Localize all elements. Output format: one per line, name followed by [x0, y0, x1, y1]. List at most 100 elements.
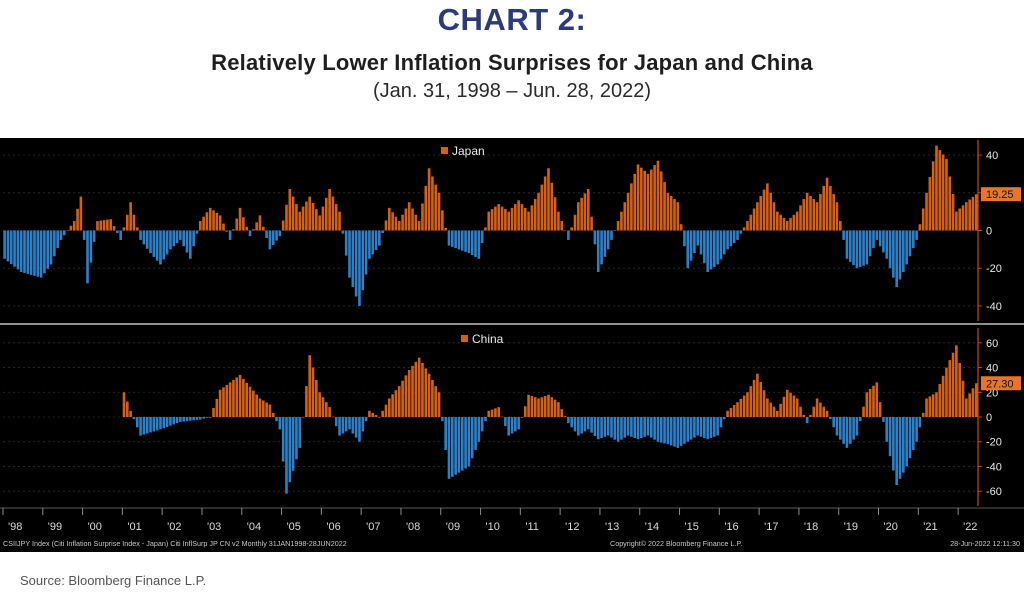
- bar: [79, 196, 83, 231]
- bar: [126, 401, 129, 417]
- bar: [285, 204, 288, 231]
- bar: [659, 417, 663, 443]
- bar: [689, 417, 693, 440]
- x-tick-label: '10: [486, 521, 500, 533]
- bar: [679, 224, 683, 231]
- bar: [162, 417, 166, 429]
- bar: [527, 394, 530, 417]
- bar: [961, 205, 965, 231]
- bar: [703, 417, 706, 439]
- bar: [89, 230, 93, 263]
- footer-left: CSIIJPY Index (Citi Inflation Surprise I…: [3, 539, 347, 548]
- bar: [480, 230, 484, 244]
- bar: [467, 230, 471, 254]
- bar: [417, 221, 421, 231]
- bar: [242, 378, 245, 417]
- bar: [497, 407, 501, 417]
- bar: [132, 214, 136, 231]
- x-tick-label: '99: [48, 521, 62, 533]
- bar: [530, 205, 534, 231]
- bar: [437, 392, 441, 417]
- bar: [271, 412, 275, 417]
- bar: [248, 386, 252, 417]
- bar: [261, 226, 265, 231]
- bar: [397, 386, 401, 417]
- bar: [974, 383, 978, 417]
- x-tick-label: '03: [207, 521, 221, 533]
- bar: [573, 417, 577, 432]
- bar: [852, 230, 855, 266]
- bar: [696, 417, 700, 436]
- y-tick-label: -60: [986, 486, 1002, 498]
- bar: [776, 410, 779, 417]
- bar: [384, 220, 388, 231]
- bar: [799, 205, 802, 231]
- bar: [951, 194, 955, 231]
- bar: [142, 230, 146, 245]
- bar: [265, 230, 268, 239]
- bar: [281, 220, 285, 231]
- bar: [278, 230, 282, 237]
- bar: [334, 204, 338, 231]
- bar: [759, 195, 763, 231]
- bar: [543, 395, 547, 417]
- bar: [686, 417, 690, 442]
- bar: [596, 230, 600, 272]
- bar: [397, 221, 401, 231]
- bar: [467, 417, 471, 467]
- bar: [523, 207, 527, 231]
- bar: [189, 230, 192, 259]
- y-tick-label: -20: [986, 437, 1002, 449]
- bar: [477, 230, 481, 259]
- bar: [649, 169, 653, 231]
- bar: [610, 230, 613, 240]
- bar: [490, 209, 494, 231]
- bar: [62, 230, 66, 236]
- bar: [351, 230, 355, 288]
- bar: [33, 230, 36, 276]
- bar: [570, 227, 574, 231]
- bar: [842, 230, 845, 240]
- bar: [295, 204, 298, 231]
- last-value-label: 19.25: [986, 189, 1014, 201]
- bar: [815, 202, 819, 231]
- bar: [822, 406, 826, 417]
- bar: [908, 417, 912, 459]
- bar: [550, 397, 554, 417]
- bar: [56, 230, 59, 249]
- bar: [9, 230, 13, 265]
- bar: [331, 416, 335, 418]
- bar: [974, 194, 978, 231]
- bar: [384, 404, 388, 417]
- bar: [911, 417, 915, 450]
- bar: [215, 398, 219, 417]
- bar: [573, 214, 577, 231]
- x-tick-label: '21: [923, 521, 937, 533]
- bar: [16, 230, 20, 270]
- bar: [13, 230, 16, 267]
- bar: [596, 417, 600, 440]
- bar: [86, 230, 89, 284]
- last-value-label: 27.30: [986, 378, 1014, 390]
- bar: [590, 216, 593, 231]
- bar: [82, 230, 86, 240]
- bar: [577, 202, 580, 231]
- bar: [162, 230, 166, 260]
- bar: [732, 405, 736, 417]
- bar: [706, 417, 709, 440]
- bar: [195, 230, 199, 234]
- bar: [640, 417, 643, 439]
- bar: [726, 230, 729, 250]
- x-tick-label: '15: [685, 521, 699, 533]
- bar: [852, 417, 855, 440]
- bar: [258, 398, 262, 417]
- x-tick-label: '17: [764, 521, 778, 533]
- bar: [378, 417, 381, 418]
- bar: [673, 199, 676, 231]
- bar: [875, 230, 879, 240]
- bar: [795, 211, 799, 231]
- bar: [152, 230, 156, 257]
- bar: [756, 202, 759, 231]
- bar: [132, 417, 136, 420]
- bar: [169, 417, 172, 426]
